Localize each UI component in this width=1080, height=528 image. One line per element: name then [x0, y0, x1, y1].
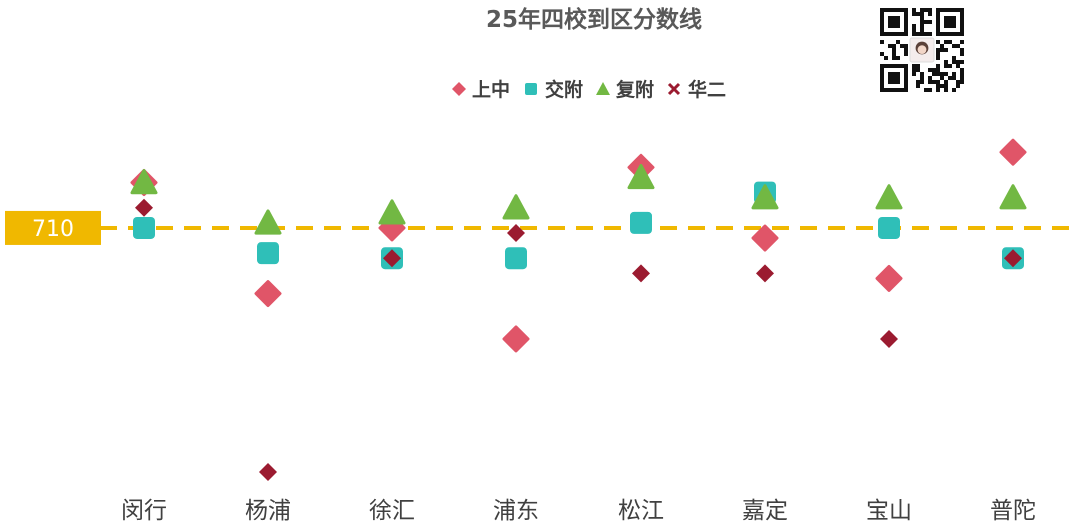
point-上中-杨浦 — [254, 280, 282, 308]
point-交附-浦东 — [505, 247, 527, 270]
point-复附-闵行 — [130, 169, 158, 195]
point-华二-徐汇 — [383, 249, 401, 268]
point-上中-嘉定 — [751, 224, 779, 252]
point-交附-闵行 — [133, 216, 155, 239]
point-交附-松江 — [630, 211, 652, 234]
legend-label-4: 华二 — [688, 78, 726, 101]
point-华二-松江 — [632, 264, 650, 283]
point-交附-杨浦 — [257, 242, 279, 265]
point-复附-宝山 — [875, 184, 903, 210]
legend-marker-3 — [596, 82, 610, 95]
category-label-8: 普陀 — [990, 498, 1036, 524]
point-上中-宝山 — [875, 264, 903, 292]
category-label-1: 闵行 — [121, 498, 167, 524]
category-axis-labels: 闵行 杨浦 徐汇 浦东 松江 嘉定 宝山 普陀 — [121, 498, 1036, 524]
category-label-3: 徐汇 — [369, 498, 415, 524]
category-label-5: 松江 — [618, 498, 664, 524]
reference-label-box — [5, 210, 101, 245]
plot-points — [130, 138, 1027, 481]
point-交附-宝山 — [878, 216, 900, 239]
category-label-4: 浦东 — [493, 498, 539, 524]
point-华二-闵行 — [135, 198, 153, 217]
point-上中-普陀 — [999, 138, 1027, 166]
point-复附-徐汇 — [378, 199, 406, 225]
reference-label: 710 — [32, 217, 74, 242]
point-华二-嘉定 — [756, 264, 774, 283]
point-复附-松江 — [627, 163, 655, 190]
legend-marker-1 — [452, 82, 466, 96]
point-华二-普陀 — [1004, 249, 1022, 268]
point-复附-普陀 — [999, 184, 1027, 210]
point-复附-嘉定 — [751, 184, 779, 210]
category-label-6: 嘉定 — [742, 498, 788, 524]
legend-marker-2 — [525, 83, 537, 95]
legend-label-3: 复附 — [615, 78, 654, 101]
point-华二-宝山 — [880, 329, 898, 348]
legend-label-1: 上中 — [472, 78, 510, 101]
point-上中-浦东 — [502, 325, 530, 353]
legend-marker-4 — [667, 82, 681, 96]
category-label-2: 杨浦 — [245, 498, 291, 524]
category-label-7: 宝山 — [866, 498, 912, 524]
point-复附-浦东 — [502, 194, 530, 220]
point-复附-杨浦 — [254, 209, 282, 235]
point-华二-杨浦 — [259, 463, 277, 481]
qr-code-image — [880, 8, 964, 92]
legend: 上中 交附 复附 华二 — [452, 78, 726, 101]
chart-title: 25年四校到区分数线 — [486, 6, 702, 33]
reference-line-group: 710 — [5, 210, 1080, 245]
point-华二-浦东 — [507, 223, 525, 242]
legend-label-2: 交附 — [545, 78, 583, 101]
